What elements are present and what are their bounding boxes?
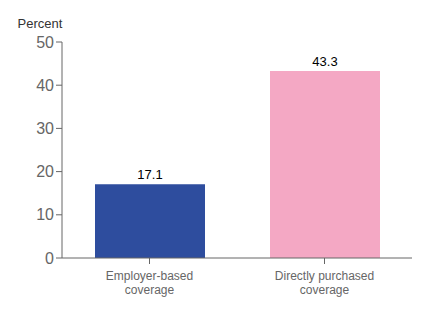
svg-text:20: 20	[36, 163, 54, 180]
svg-text:40: 40	[36, 77, 54, 94]
svg-text:43.3: 43.3	[312, 54, 337, 69]
svg-text:Percent: Percent	[18, 16, 63, 31]
svg-text:30: 30	[36, 120, 54, 137]
svg-text:10: 10	[36, 206, 54, 223]
svg-text:50: 50	[36, 34, 54, 51]
svg-text:17.1: 17.1	[137, 167, 162, 182]
svg-text:Employer-basedcoverage: Employer-basedcoverage	[106, 269, 193, 297]
svg-text:0: 0	[45, 250, 54, 267]
svg-text:Directly purchasedcoverage: Directly purchasedcoverage	[275, 269, 374, 297]
